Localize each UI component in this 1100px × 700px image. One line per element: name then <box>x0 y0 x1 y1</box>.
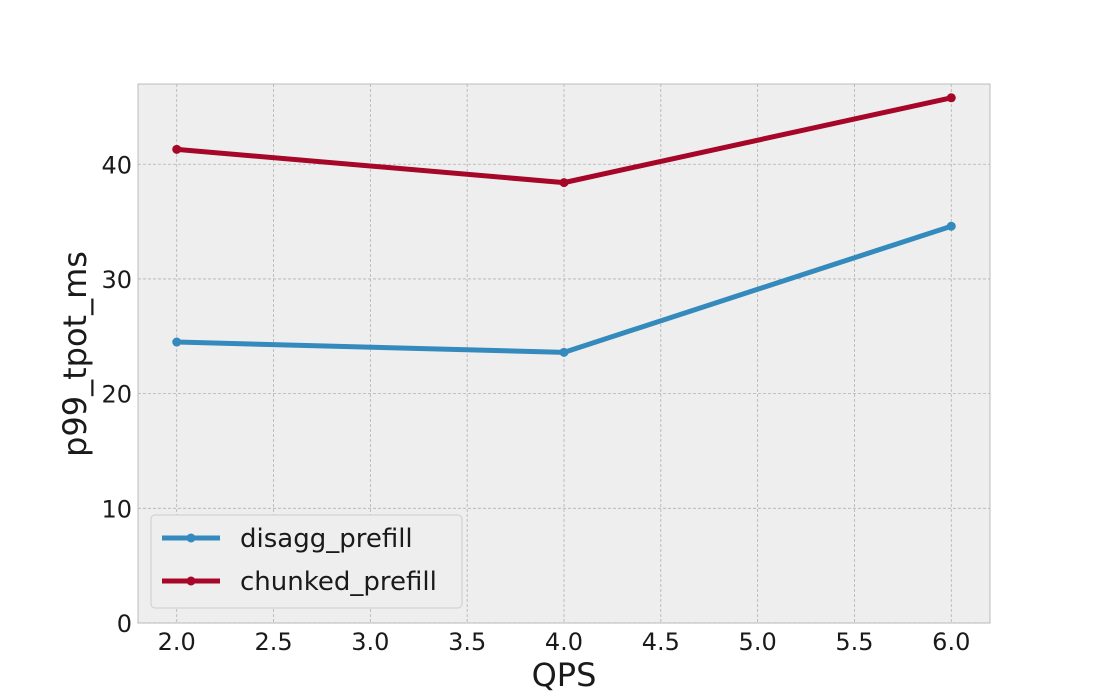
data-point-chunked-prefill <box>172 144 182 154</box>
x-tick-label: 4.5 <box>642 628 680 656</box>
data-point-disagg-prefill <box>172 337 182 347</box>
x-tick-label: 5.5 <box>835 628 873 656</box>
data-point-chunked-prefill <box>946 93 956 103</box>
legend-label-chunked-prefill: chunked_prefill <box>240 567 437 597</box>
y-tick-label: 0 <box>117 610 132 638</box>
y-tick-label: 30 <box>101 266 132 294</box>
x-tick-label: 2.5 <box>254 628 292 656</box>
legend-marker-disagg-prefill <box>186 533 196 543</box>
y-axis-ticks: 0 10 20 30 40 <box>101 151 132 638</box>
x-tick-label: 3.5 <box>448 628 486 656</box>
x-tick-label: 5.0 <box>739 628 777 656</box>
data-point-disagg-prefill <box>946 221 956 231</box>
y-tick-label: 40 <box>101 151 132 179</box>
y-tick-label: 20 <box>101 381 132 409</box>
y-tick-label: 10 <box>101 495 132 523</box>
x-tick-label: 2.0 <box>158 628 196 656</box>
x-tick-label: 6.0 <box>932 628 970 656</box>
legend-label-disagg-prefill: disagg_prefill <box>240 524 413 554</box>
x-axis-label: QPS <box>532 656 597 694</box>
data-point-chunked-prefill <box>559 178 569 188</box>
x-tick-label: 4.0 <box>545 628 583 656</box>
data-point-disagg-prefill <box>559 347 569 357</box>
x-tick-label: 3.0 <box>351 628 389 656</box>
legend: disagg_prefill chunked_prefill <box>150 514 463 609</box>
x-axis-ticks: 2.0 2.5 3.0 3.5 4.0 4.5 5.0 5.5 6.0 <box>158 628 971 656</box>
y-axis-label: p99_tpot_ms <box>56 251 94 457</box>
grid-lines <box>138 84 990 624</box>
legend-marker-chunked-prefill <box>186 576 196 586</box>
series-layer <box>172 93 956 357</box>
legend-box <box>150 514 463 609</box>
